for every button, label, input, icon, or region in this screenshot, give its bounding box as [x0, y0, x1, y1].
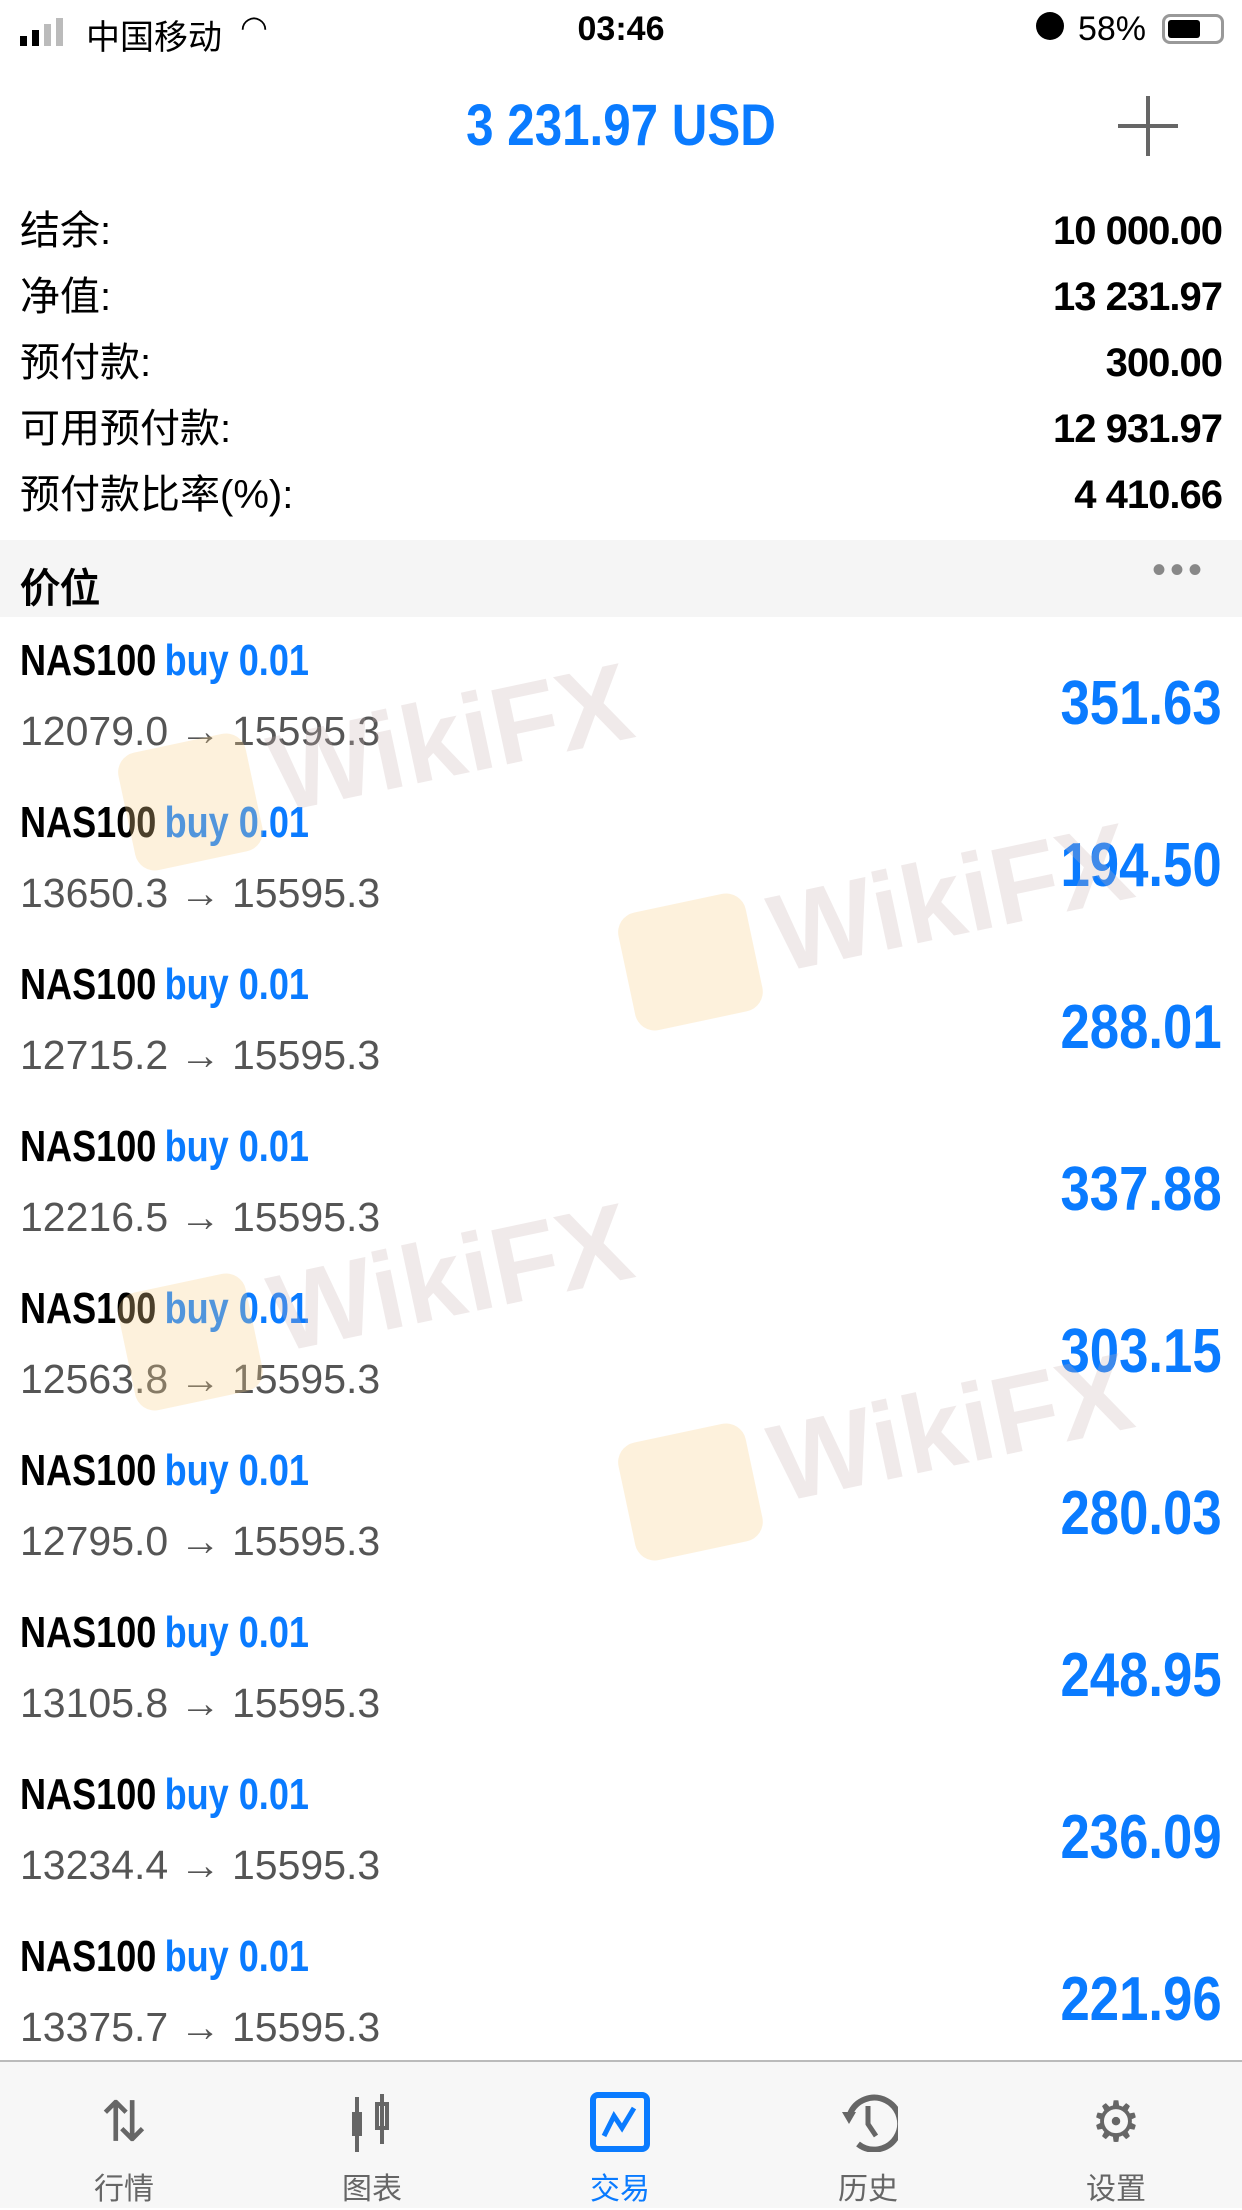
position-row[interactable]: NAS100 buy 0.01 12563.8 → 15595.3 303.15: [0, 1268, 1242, 1430]
profit: 303.15: [1060, 1317, 1222, 1386]
symbol: NAS100: [20, 1122, 157, 1171]
candlestick-chart-icon: [248, 2092, 496, 2163]
order-side: buy 0.01: [164, 1932, 309, 1981]
trade-chart-icon: [496, 2092, 744, 2163]
price-range: 12715.2 → 15595.3: [20, 1032, 381, 1078]
status-bar: 中国移动 ◠ 03:46 58%: [0, 0, 1242, 62]
order-side: buy 0.01: [164, 1608, 309, 1657]
position-title: NAS100 buy 0.01: [20, 636, 309, 686]
order-side: buy 0.01: [164, 1122, 309, 1171]
tab-label: 图表: [342, 2173, 402, 2206]
account-value: 300.00: [1105, 341, 1223, 385]
wifi-icon: ◠: [240, 9, 268, 45]
account-row: 净值: 13 231.97: [0, 264, 1242, 330]
gear-icon: ⚙: [1090, 2090, 1142, 2153]
symbol: NAS100: [20, 1608, 157, 1657]
battery-icon: [1162, 14, 1224, 44]
price-range: 13375.7 → 15595.3: [20, 2004, 381, 2050]
symbol: NAS100: [20, 636, 157, 685]
clock: 03:46: [577, 10, 665, 48]
account-row: 预付款: 300.00: [0, 330, 1242, 396]
profit: 236.09: [1060, 1803, 1222, 1872]
quotes-arrows-icon: ⇅: [100, 2090, 148, 2153]
position-title: NAS100 buy 0.01: [20, 1284, 309, 1334]
tab-settings[interactable]: ⚙ 设置: [992, 2062, 1240, 2210]
order-side: buy 0.01: [164, 1284, 309, 1333]
position-row[interactable]: NAS100 buy 0.01 12715.2 → 15595.3 288.01: [0, 944, 1242, 1106]
position-title: NAS100 buy 0.01: [20, 1122, 309, 1172]
profit: 248.95: [1060, 1641, 1222, 1710]
account-label: 净值:: [20, 275, 112, 319]
positions-header: 价位 •••: [0, 540, 1242, 617]
symbol: NAS100: [20, 1770, 157, 1819]
position-row[interactable]: NAS100 buy 0.01 12079.0 → 15595.3 351.63: [0, 620, 1242, 782]
order-side: buy 0.01: [164, 798, 309, 847]
tab-label: 历史: [838, 2173, 898, 2206]
position-title: NAS100 buy 0.01: [20, 1932, 309, 1982]
symbol: NAS100: [20, 1446, 157, 1495]
price-range: 13650.3 → 15595.3: [20, 870, 381, 916]
price-range: 12079.0 → 15595.3: [20, 708, 381, 754]
price-range: 13105.8 → 15595.3: [20, 1680, 381, 1726]
symbol: NAS100: [20, 1284, 157, 1333]
position-title: NAS100 buy 0.01: [20, 960, 309, 1010]
symbol: NAS100: [20, 1932, 157, 1981]
tab-label: 设置: [1086, 2173, 1146, 2206]
order-side: buy 0.01: [164, 960, 309, 1009]
profit: 337.88: [1060, 1155, 1222, 1224]
header: 3 231.97 USD: [0, 82, 1242, 172]
position-row[interactable]: NAS100 buy 0.01 12216.5 → 15595.3 337.88: [0, 1106, 1242, 1268]
tab-charts[interactable]: 图表: [248, 2062, 496, 2210]
new-order-button[interactable]: [1118, 96, 1178, 156]
position-title: NAS100 buy 0.01: [20, 1770, 309, 1820]
order-side: buy 0.01: [164, 1770, 309, 1819]
position-row[interactable]: NAS100 buy 0.01 13234.4 → 15595.3 236.09: [0, 1754, 1242, 1916]
symbol: NAS100: [20, 960, 157, 1009]
account-label: 预付款:: [20, 341, 152, 385]
order-side: buy 0.01: [164, 636, 309, 685]
position-title: NAS100 buy 0.01: [20, 1608, 309, 1658]
position-row[interactable]: NAS100 buy 0.01 13375.7 → 15595.3 221.96: [0, 1916, 1242, 2078]
profit: 280.03: [1060, 1479, 1222, 1548]
account-value: 10 000.00: [1053, 209, 1223, 253]
tab-label: 交易: [590, 2173, 650, 2206]
profit: 351.63: [1060, 669, 1222, 738]
price-range: 12795.0 → 15595.3: [20, 1518, 381, 1564]
account-value: 13 231.97: [1053, 275, 1223, 319]
tab-trade[interactable]: 交易: [496, 2062, 744, 2210]
position-row[interactable]: NAS100 buy 0.01 13105.8 → 15595.3 248.95: [0, 1592, 1242, 1754]
account-row: 预付款比率(%): 4 410.66: [0, 462, 1242, 528]
symbol: NAS100: [20, 798, 157, 847]
account-value: 4 410.66: [1074, 473, 1223, 517]
position-title: NAS100 buy 0.01: [20, 1446, 309, 1496]
position-title: NAS100 buy 0.01: [20, 798, 309, 848]
profit: 288.01: [1060, 993, 1222, 1062]
signal-icon: [20, 18, 63, 46]
account-row: 结余: 10 000.00: [0, 198, 1242, 264]
price-range: 12216.5 → 15595.3: [20, 1194, 381, 1240]
carrier: 中国移动: [86, 19, 222, 57]
history-clock-icon: [744, 2092, 992, 2163]
profit: 221.96: [1060, 1965, 1222, 2034]
order-side: buy 0.01: [164, 1446, 309, 1495]
position-row[interactable]: NAS100 buy 0.01 12795.0 → 15595.3 280.03: [0, 1430, 1242, 1592]
tab-bar: ⇅ 行情 图表 交易 历史 ⚙ 设置: [0, 2060, 1242, 2208]
section-title: 价位: [20, 567, 100, 611]
account-label: 预付款比率(%):: [20, 473, 294, 517]
more-icon[interactable]: •••: [1151, 548, 1206, 592]
account-label: 可用预付款:: [20, 407, 232, 451]
battery-percent: 58%: [1077, 10, 1146, 48]
tab-history[interactable]: 历史: [744, 2062, 992, 2210]
tab-label: 行情: [94, 2173, 154, 2206]
position-row[interactable]: NAS100 buy 0.01 13650.3 → 15595.3 194.50: [0, 782, 1242, 944]
account-label: 结余:: [20, 209, 112, 253]
account-row: 可用预付款: 12 931.97: [0, 396, 1242, 462]
profit: 194.50: [1060, 831, 1222, 900]
tab-quotes[interactable]: ⇅ 行情: [0, 2062, 248, 2210]
account-value: 12 931.97: [1053, 407, 1223, 451]
price-range: 13234.4 → 15595.3: [20, 1842, 381, 1888]
page-title: 3 231.97 USD: [466, 93, 776, 158]
alarm-icon: [1036, 12, 1064, 40]
price-range: 12563.8 → 15595.3: [20, 1356, 381, 1402]
